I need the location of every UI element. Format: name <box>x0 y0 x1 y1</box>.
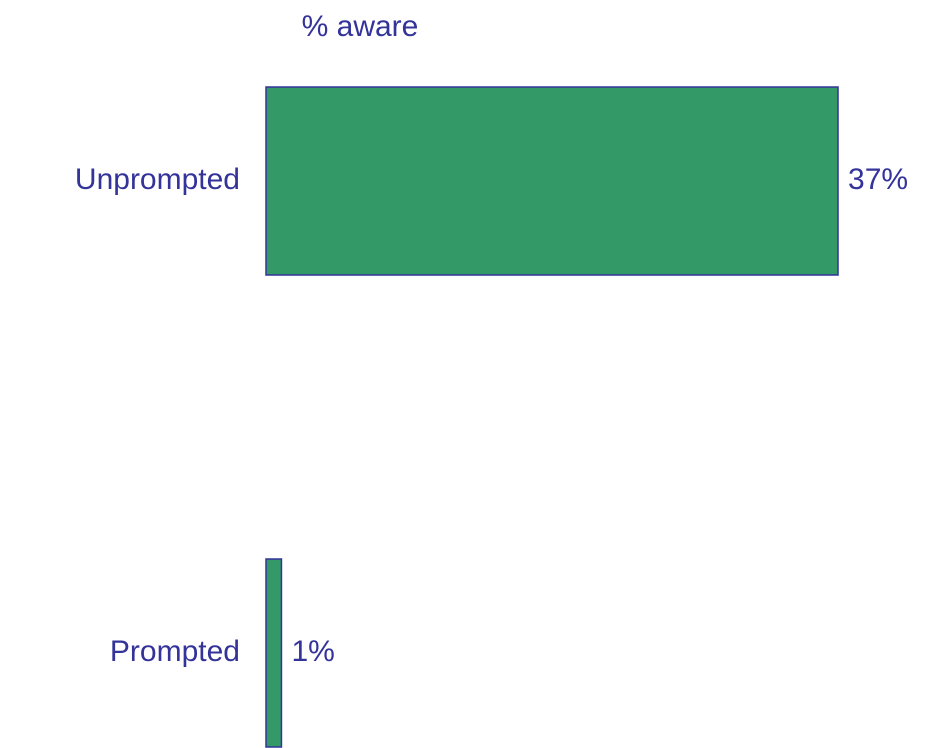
value-label: 37% <box>848 163 908 196</box>
bar <box>265 86 839 276</box>
value-label: 1% <box>291 635 334 668</box>
bar <box>265 558 283 748</box>
category-label: Prompted <box>110 635 240 668</box>
chart-title: % aware <box>302 10 419 43</box>
category-label: Unprompted <box>75 163 240 196</box>
